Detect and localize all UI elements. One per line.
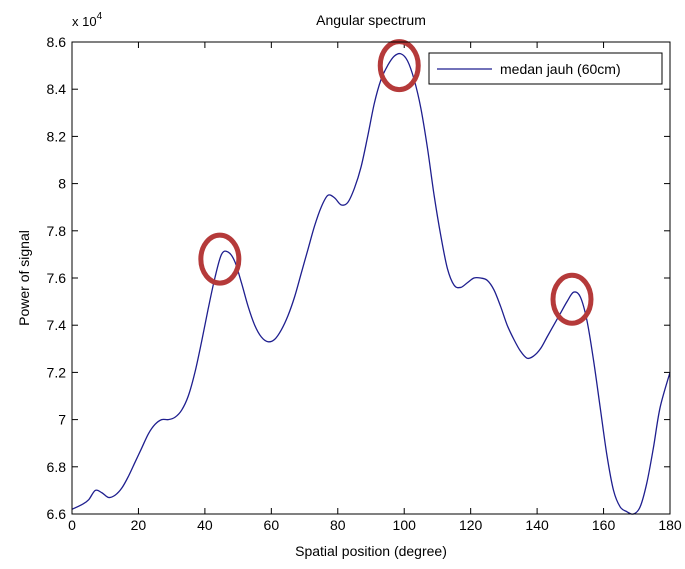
chart-title: Angular spectrum xyxy=(316,12,426,28)
y-axis-exponent-label: x 104 xyxy=(72,11,103,29)
annotation-circle xyxy=(198,232,242,286)
legend-label: medan jauh (60cm) xyxy=(500,61,621,77)
y-tick-label: 8.4 xyxy=(47,81,67,97)
y-tick-label: 6.8 xyxy=(47,459,67,475)
x-tick-label: 180 xyxy=(658,517,682,533)
x-tick-label: 100 xyxy=(393,517,417,533)
x-tick-label: 20 xyxy=(131,517,147,533)
x-tick-label: 40 xyxy=(197,517,213,533)
y-exponent-power: 4 xyxy=(97,11,103,22)
y-tick-label: 7 xyxy=(58,412,66,428)
y-tick-label: 7.2 xyxy=(47,364,67,380)
series-lines xyxy=(71,52,671,515)
y-tick-label: 8.6 xyxy=(47,34,67,50)
plot-area-border xyxy=(71,41,671,515)
y-tick-label: 7.8 xyxy=(47,223,67,239)
x-tick-label: 140 xyxy=(525,517,549,533)
y-tick-label: 7.4 xyxy=(47,317,67,333)
y-tick-label: 8 xyxy=(58,176,66,192)
y-axis-label: Power of signal xyxy=(16,230,32,326)
axis-tick-labels: 0 20 40 60 80 100 120 140 160 180 6.6 6.8 7 7.2 7.4 7.6… xyxy=(47,34,682,533)
x-axis-label: Spatial position (degree) xyxy=(295,543,447,559)
x-tick-label: 160 xyxy=(592,517,616,533)
y-tick-label: 8.2 xyxy=(47,128,67,144)
x-tick-label: 60 xyxy=(264,517,280,533)
legend: medan jauh (60cm) xyxy=(428,52,663,85)
x-tick-label: 120 xyxy=(459,517,483,533)
y-tick-label: 7.6 xyxy=(47,270,67,286)
x-tick-label: 0 xyxy=(68,517,76,533)
annotation-circle xyxy=(550,272,594,326)
series-line xyxy=(71,52,671,515)
y-tick-label: 6.6 xyxy=(47,506,67,522)
x-tick-label: 80 xyxy=(330,517,346,533)
y-exponent-base: x 10 xyxy=(72,14,97,29)
